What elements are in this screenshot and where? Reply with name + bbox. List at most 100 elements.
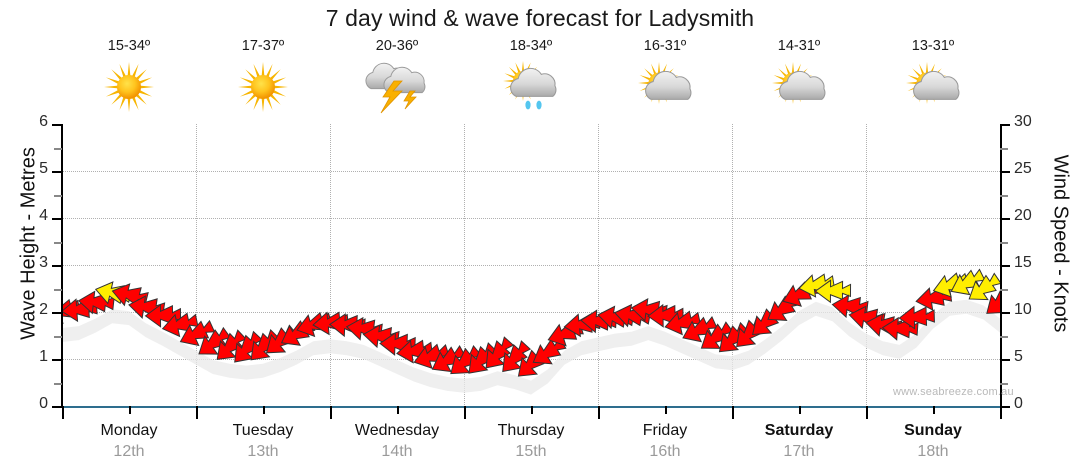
day-header-friday: 16-31º (598, 38, 732, 122)
gridline-horizontal (62, 171, 1000, 172)
day-header-thursday: 18-34º (464, 38, 598, 122)
x-axis-minor-tick (129, 406, 131, 414)
right-axis-tick-label: 15 (1014, 254, 1032, 271)
wind-arrow (431, 345, 467, 373)
left-axis-tick (52, 406, 62, 408)
wind-arrow (986, 284, 1000, 314)
day-label-tuesday: Tuesday 13th (196, 420, 330, 462)
gridline-horizontal (62, 218, 1000, 219)
day-date: 15th (515, 443, 547, 460)
left-axis-tick (52, 124, 62, 126)
left-axis-tick-label: 5 (39, 160, 48, 177)
left-axis-tick-label: 6 (39, 113, 48, 130)
left-axis-minor-tick (54, 335, 62, 338)
right-axis-minor-tick (1000, 288, 1008, 291)
day-header-wednesday: 20-36º (330, 38, 464, 122)
day-header-sunday: 13-31º (866, 38, 1000, 122)
wind-arrow (831, 294, 869, 319)
right-axis-tick (1000, 265, 1010, 267)
left-axis-tick-label: 3 (39, 254, 48, 271)
sun-cloud-icon (900, 57, 966, 117)
x-axis-minor-tick (397, 406, 399, 414)
sun-icon (230, 57, 296, 117)
x-axis-day-tick (866, 406, 868, 419)
x-axis-day-tick (62, 406, 64, 419)
right-axis-minor-tick (1000, 382, 1008, 385)
x-axis-minor-tick (799, 406, 801, 414)
wind-arrow (700, 321, 734, 349)
wind-arrow (198, 326, 232, 355)
right-axis-label: Wind Speed - Knots (1049, 154, 1072, 333)
temperature-range: 14-31º (777, 38, 821, 54)
right-axis-tick-label: 0 (1014, 395, 1023, 412)
gridline-vertical (866, 124, 867, 407)
left-axis-spine (61, 124, 63, 407)
day-label-wednesday: Wednesday 14th (330, 420, 464, 462)
plot-area (62, 124, 1000, 407)
left-axis-tick (52, 218, 62, 220)
x-axis-minor-tick (531, 406, 533, 414)
day-header-strip: 15-34º 17-37º 20-36º 18-34º 16-31º 14-31º 13-3… (62, 38, 1000, 122)
wind-arrow (413, 343, 450, 369)
right-axis-tick (1000, 171, 1010, 173)
day-name: Friday (642, 422, 688, 439)
wind-arrow (362, 324, 400, 349)
left-axis-tick-label: 1 (39, 348, 48, 365)
left-axis-tick-label: 4 (39, 207, 48, 224)
wind-arrow (216, 329, 247, 360)
day-name: Sunday (904, 422, 962, 439)
wind-arrow (234, 330, 264, 363)
day-date: 18th (917, 443, 949, 460)
temperature-range: 17-37º (241, 38, 285, 54)
day-header-monday: 15-34º (62, 38, 196, 122)
left-axis-minor-tick (54, 147, 62, 150)
left-axis-minor-tick (54, 241, 62, 244)
wind-arrow (950, 268, 986, 296)
day-label-saturday: Saturday 17th (732, 420, 866, 462)
wind-arrow (128, 295, 166, 319)
x-axis-minor-tick (933, 406, 935, 414)
right-axis-tick-label: 30 (1014, 113, 1032, 130)
left-axis-minor-tick (54, 288, 62, 291)
wind-arrow (179, 319, 216, 347)
right-axis-tick (1000, 406, 1010, 408)
gridline-vertical (330, 124, 331, 407)
right-axis-tick-label: 10 (1014, 301, 1032, 318)
left-axis-label: Wave Height - Metres (17, 147, 40, 340)
day-header-tuesday: 17-37º (196, 38, 330, 122)
wind-arrow (485, 336, 515, 369)
right-axis-tick-label: 25 (1014, 160, 1032, 177)
day-date: 13th (247, 443, 279, 460)
x-axis-minor-tick (665, 406, 667, 414)
x-axis-minor-tick (263, 406, 265, 414)
gridline-vertical (464, 124, 465, 407)
left-axis-tick (52, 265, 62, 267)
day-date: 12th (113, 443, 145, 460)
sun-cloud-rain-icon (498, 57, 564, 117)
gridline-vertical (732, 124, 733, 407)
day-name: Monday (100, 422, 158, 439)
wind-arrow (814, 279, 852, 304)
watermark: www.seabreeze.com.au (893, 386, 1014, 398)
right-axis-tick (1000, 359, 1010, 361)
day-name: Wednesday (354, 422, 440, 439)
right-axis-minor-tick (1000, 335, 1008, 338)
temperature-range: 20-36º (375, 38, 419, 54)
day-name: Saturday (764, 422, 834, 439)
wind-arrow (898, 305, 935, 330)
sun-icon (96, 57, 162, 117)
wind-arrow (450, 345, 482, 375)
right-axis-minor-tick (1000, 147, 1008, 150)
gridline-horizontal (62, 312, 1000, 313)
sun-cloud-icon (766, 57, 832, 117)
day-name: Thursday (497, 422, 565, 439)
right-axis-tick (1000, 312, 1010, 314)
x-axis-day-tick (598, 406, 600, 419)
left-axis-minor-tick (54, 382, 62, 385)
right-axis-tick-label: 20 (1014, 207, 1032, 224)
wind-arrow (345, 316, 383, 341)
page-title: 7 day wind & wave forecast for Ladysmith (325, 5, 755, 31)
wind-arrow (682, 316, 718, 343)
wind-arrow-series (62, 268, 1000, 395)
